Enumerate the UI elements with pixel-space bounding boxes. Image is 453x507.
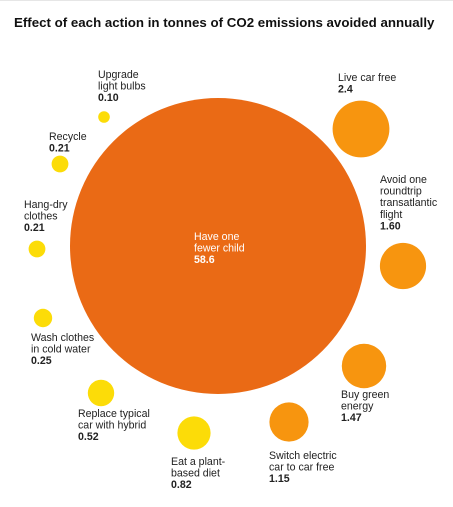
bubble-label-line: Eat a plant- (171, 456, 226, 468)
bubble-label-line: Recycle (49, 131, 87, 143)
bubble-label-line: Avoid one (380, 174, 427, 186)
bubble-label-hang-dry: Hang-dry clothes 0.21 (24, 199, 68, 234)
bubble-cold-wash (33, 308, 53, 328)
bubble-group-live-car-free: Live car free 2.4 (332, 72, 396, 158)
bubble-one-fewer-child (70, 98, 366, 394)
bubble-label-line: based diet (171, 468, 220, 480)
bubble-label-one-fewer-child: Have one fewer child 58.6 (194, 231, 245, 266)
bubble-label-green-energy: Buy green energy 1.47 (341, 389, 389, 424)
bubble-label-line: Upgrade (98, 69, 139, 81)
bubble-label-line: in cold water (31, 344, 91, 356)
bubble-group-hybrid-car: Replace typical car with hybrid 0.52 (78, 379, 150, 443)
bubble-group-one-fewer-child: Have one fewer child 58.6 (70, 98, 366, 394)
bubble-group-cold-wash: Wash clothes in cold water 0.25 (31, 308, 94, 367)
bubble-label-hybrid-car: Replace typical car with hybrid 0.52 (78, 408, 150, 443)
bubble-label-line: Wash clothes (31, 332, 94, 344)
bubble-label-line: Switch electric (269, 450, 337, 462)
bubble-label-line: energy (341, 401, 374, 413)
bubble-label-recycle: Recycle 0.21 (49, 131, 87, 155)
bubble-label-line: Replace typical (78, 408, 150, 420)
bubble-label-line: fewer child (194, 243, 245, 255)
bubble-group-avoid-flight: Avoid one roundtrip transatlantic flight 1.6… (379, 174, 438, 290)
bubble-group-green-energy: Buy green energy 1.47 (341, 343, 389, 424)
bubble-value-avoid-flight: 1.60 (380, 220, 401, 232)
bubble-label-line: Have one (194, 231, 239, 243)
bubble-label-line: flight (380, 209, 402, 221)
bubble-value-live-car-free: 2.4 (338, 84, 353, 96)
bubble-label-plant-based-diet: Eat a plant-based diet 0.82 (171, 456, 226, 491)
bubble-live-car-free (332, 100, 390, 158)
bubble-group-plant-based-diet: Eat a plant-based diet 0.82 (171, 416, 226, 491)
bubble-value-hang-dry: 0.21 (24, 222, 45, 234)
bubble-value-plant-based-diet: 0.82 (171, 479, 192, 491)
bubble-value-cold-wash: 0.25 (31, 355, 52, 367)
bubble-hang-dry (28, 240, 46, 258)
bubble-label-live-car-free: Live car free 2.4 (338, 72, 396, 96)
bubble-group-electric-to-car-free: Switch electric car to car free 1.15 (269, 402, 337, 485)
bubble-label-line: Buy green (341, 389, 389, 401)
bubble-label-line: car with hybrid (78, 420, 146, 432)
bubble-label-cold-wash: Wash clothes in cold water 0.25 (31, 332, 94, 367)
bubble-value-one-fewer-child: 58.6 (194, 254, 215, 266)
bubble-value-electric-to-car-free: 1.15 (269, 473, 290, 485)
top-divider (0, 0, 453, 1)
bubble-label-line: car to car free (269, 462, 334, 474)
bubble-group-recycle: Recycle 0.21 (49, 131, 87, 173)
bubble-value-light-bulbs: 0.10 (98, 92, 119, 104)
bubble-light-bulbs (98, 111, 110, 123)
bubble-value-recycle: 0.21 (49, 143, 70, 155)
bubble-label-line: roundtrip (380, 186, 422, 198)
bubble-label-line: Hang-dry (24, 199, 68, 211)
bubble-label-electric-to-car-free: Switch electric car to car free 1.15 (269, 450, 337, 485)
bubble-value-hybrid-car: 0.52 (78, 431, 99, 443)
bubble-hybrid-car (87, 379, 115, 407)
bubble-label-line: transatlantic (380, 197, 438, 209)
bubble-value-green-energy: 1.47 (341, 412, 362, 424)
bubble-recycle (51, 155, 69, 173)
bubble-label-line: light bulbs (98, 81, 146, 93)
bubble-plant-based-diet (177, 416, 211, 450)
bubble-electric-to-car-free (269, 402, 309, 442)
bubble-group-light-bulbs: Upgrade light bulbs 0.10 (98, 69, 146, 123)
bubble-label-light-bulbs: Upgrade light bulbs 0.10 (98, 69, 146, 104)
bubble-label-line: clothes (24, 211, 58, 223)
bubble-label-avoid-flight: Avoid one roundtrip transatlantic flight 1.6… (380, 174, 438, 232)
bubble-label-line: Live car free (338, 72, 396, 84)
bubble-green-energy (341, 343, 387, 389)
bubble-group-hang-dry: Hang-dry clothes 0.21 (24, 199, 68, 258)
bubble-avoid-flight (379, 242, 427, 290)
chart-title: Effect of each action in tonnes of CO2 e… (14, 15, 435, 30)
